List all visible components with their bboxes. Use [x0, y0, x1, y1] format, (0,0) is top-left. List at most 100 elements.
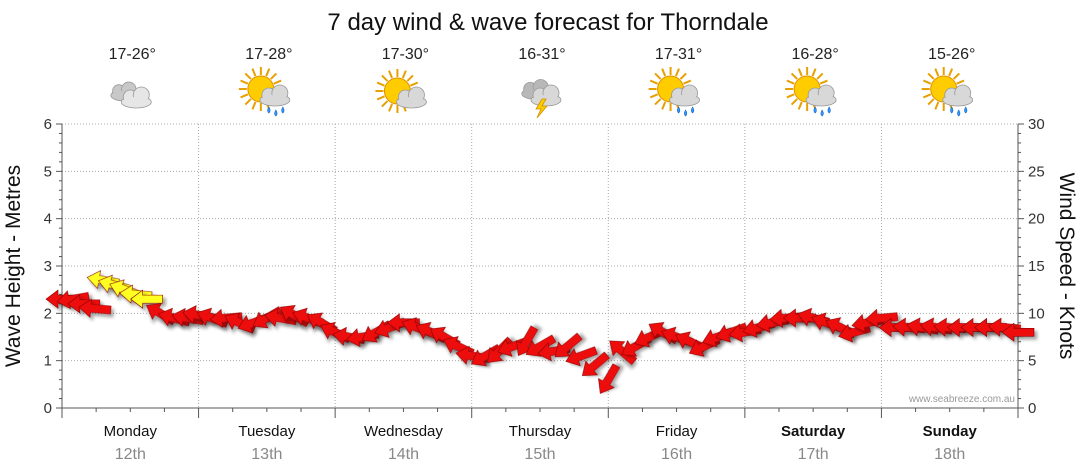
sun-ray [797, 101, 803, 110]
temperature-label: 17-30° [382, 46, 429, 63]
wind-arrow-shape [864, 308, 899, 328]
sun-ray [683, 79, 692, 85]
left-axis-title: Wave Height - Metres [2, 165, 25, 367]
wind-arrow [598, 363, 621, 394]
right-tick-label: 15 [1028, 258, 1045, 275]
wind-arrow [565, 346, 598, 367]
temperature-label: 15-26° [928, 46, 975, 63]
sun-ray [797, 68, 803, 77]
sun-ray [244, 98, 252, 106]
temperature-label: 17-28° [245, 46, 292, 63]
cloud [669, 84, 700, 107]
date-label: 12th [115, 446, 146, 463]
sun-ray [240, 79, 249, 85]
rain-drop [950, 106, 954, 114]
sun-ray [388, 103, 393, 112]
sun-ray [409, 81, 419, 87]
day-label: Wednesday [364, 423, 443, 440]
cloud [805, 84, 837, 107]
rain-icon [677, 106, 695, 117]
sun-ray [811, 68, 817, 77]
wind-arrows [45, 270, 1035, 394]
cloudy-icon [110, 81, 152, 109]
sun-ray [270, 72, 278, 80]
wind-arrow [581, 351, 610, 377]
sun-ray [934, 101, 940, 110]
day-label: Sunday [923, 423, 978, 440]
sun-ray [381, 74, 389, 82]
lightning-bolt [535, 98, 548, 119]
left-tick-label: 0 [44, 400, 52, 417]
cloud-fill [670, 95, 699, 105]
sun-ray [927, 72, 935, 80]
wind-arrow-shape [130, 289, 163, 309]
temperature-label: 17-31° [655, 46, 702, 63]
sun-ray [790, 72, 798, 80]
sun-ray [948, 68, 954, 77]
wind-arrow-shape [581, 351, 610, 377]
rain-icon [267, 106, 285, 117]
day-label: Tuesday [238, 423, 295, 440]
cloud-fill [122, 97, 151, 107]
wind-arrow-shape [554, 332, 583, 358]
sun-ray [675, 68, 680, 77]
axes: 0 1 2 3 4 5 6 0 5 10 15 20 25 30 [44, 116, 1045, 417]
cloud-fill [532, 95, 560, 105]
sun-cloud-rain-icon [785, 67, 837, 117]
cloud-fill [260, 95, 289, 105]
rain-drop [691, 106, 695, 114]
sun-ray [819, 79, 828, 85]
day-label: Monday [104, 423, 158, 440]
date-label: 18th [934, 446, 965, 463]
rain-drop [274, 109, 278, 117]
right-tick-label: 0 [1028, 400, 1036, 417]
grid [62, 123, 1018, 408]
rain-drop [964, 106, 968, 114]
sun-ray [923, 79, 932, 85]
sun-ray [923, 93, 932, 99]
left-tick-label: 4 [44, 211, 52, 228]
rain-drop [820, 109, 824, 117]
sun-ray [273, 79, 282, 85]
wind-arrow [78, 298, 112, 318]
wind-arrow [864, 308, 899, 328]
left-tick-label: 6 [44, 116, 52, 133]
cloud-front [120, 86, 152, 109]
cloud-fill [943, 95, 972, 105]
wind-arrow-shape [78, 298, 112, 318]
rain-drop [957, 109, 961, 117]
rain-drop [677, 106, 681, 114]
sun-ray [381, 100, 389, 108]
sun-ray [661, 68, 667, 77]
date-label: 17th [798, 446, 829, 463]
right-tick-label: 25 [1028, 163, 1045, 180]
sun-ray [376, 81, 385, 87]
sun-ray [786, 79, 795, 85]
left-tick-label: 5 [44, 163, 52, 180]
rain-drop [267, 106, 271, 114]
cloud [259, 84, 291, 107]
wind-arrow-shape [565, 346, 598, 367]
sun-ray [244, 72, 252, 80]
sun-ray [376, 95, 385, 101]
sun-ray [661, 101, 667, 110]
rain-drop [281, 106, 285, 114]
sun-ray [654, 72, 662, 80]
sun-ray [388, 70, 393, 79]
wind-arrow [554, 332, 583, 358]
sun-cloud-rain-icon [921, 67, 974, 117]
sun-ray [406, 74, 414, 82]
sun-ray [251, 101, 257, 110]
day-label: Thursday [509, 423, 572, 440]
sun-ray [952, 72, 960, 80]
left-tick-label: 3 [44, 258, 52, 275]
credit-text: www.seabreeze.com.au [908, 394, 1015, 405]
right-tick-label: 20 [1028, 211, 1045, 228]
cloud [396, 86, 427, 109]
sun-ray [956, 79, 965, 85]
right-tick-label: 30 [1028, 116, 1045, 133]
sun-ray [927, 98, 935, 106]
date-label: 16th [661, 446, 692, 463]
rain-drop [684, 109, 688, 117]
storm-icon [521, 79, 562, 119]
